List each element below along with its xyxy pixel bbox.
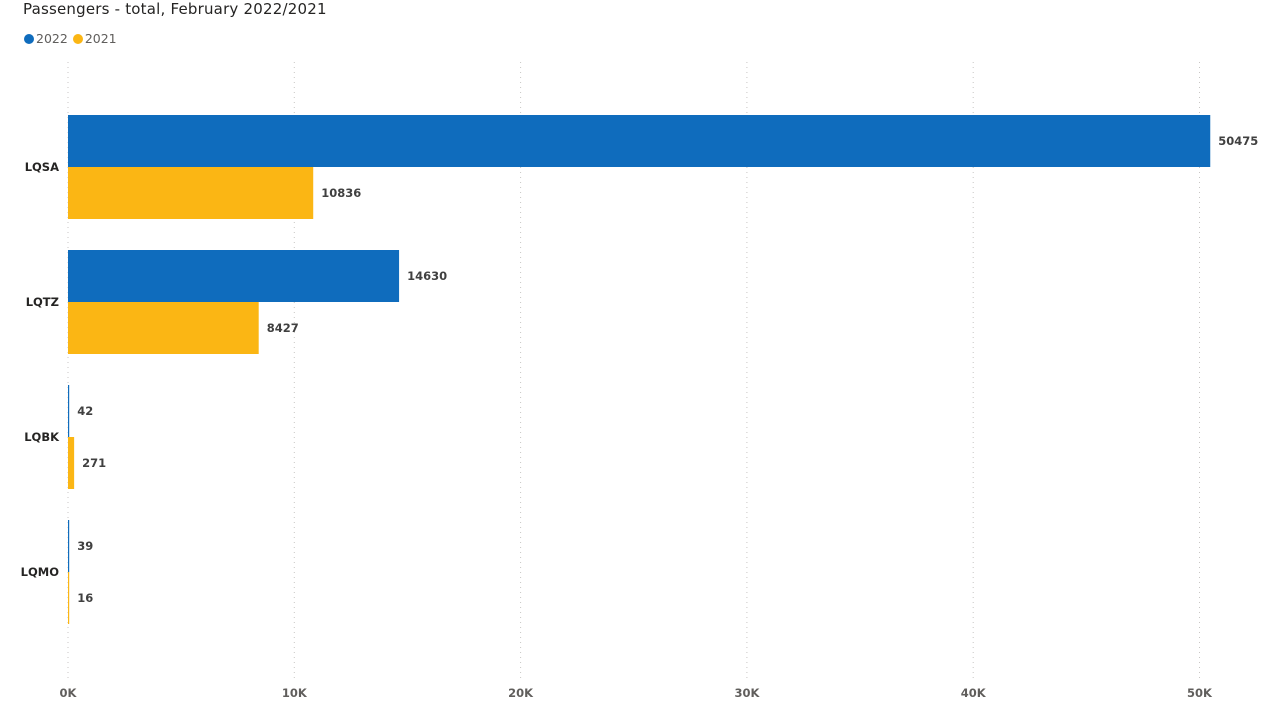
x-tick-label: 20K xyxy=(508,686,534,700)
data-label-lqmo-2021: 16 xyxy=(77,591,93,605)
bar-lqbk-2021[interactable] xyxy=(68,437,75,489)
bar-lqmo-2022[interactable] xyxy=(68,520,70,572)
legend-item-2022[interactable]: 2022 xyxy=(24,31,68,46)
x-tick-label: 40K xyxy=(961,686,987,700)
x-tick-label: 30K xyxy=(734,686,760,700)
chart-title: Passengers - total, February 2022/2021 xyxy=(23,0,327,18)
bar-lqtz-2021[interactable] xyxy=(68,302,259,354)
x-tick-label: 0K xyxy=(60,686,78,700)
bar-lqsa-2021[interactable] xyxy=(68,167,314,219)
data-label-lqtz-2021: 8427 xyxy=(267,321,299,335)
bar-lqbk-2022[interactable] xyxy=(68,385,70,437)
category-label-lqtz: LQTZ xyxy=(26,295,59,309)
data-label-lqsa-2021: 10836 xyxy=(321,186,361,200)
category-label-lqbk: LQBK xyxy=(24,430,60,444)
data-label-lqmo-2022: 39 xyxy=(77,539,93,553)
data-label-lqtz-2022: 14630 xyxy=(407,269,447,283)
category-label-lqsa: LQSA xyxy=(25,160,59,174)
legend-marker-2022 xyxy=(24,33,34,44)
legend-marker-2021 xyxy=(72,33,83,44)
bar-lqtz-2022[interactable] xyxy=(68,250,400,302)
data-label-lqbk-2021: 271 xyxy=(82,456,106,470)
legend-label-2021: 2021 xyxy=(84,31,117,46)
x-tick-label: 50K xyxy=(1187,686,1213,700)
data-label-lqsa-2022: 50475 xyxy=(1218,134,1258,148)
legend[interactable]: 2022 2021 xyxy=(24,31,122,46)
bar-lqmo-2021[interactable] xyxy=(68,572,70,624)
x-tick-label: 10K xyxy=(282,686,308,700)
data-label-lqbk-2022: 42 xyxy=(77,404,93,418)
legend-item-2021[interactable]: 2021 xyxy=(72,31,117,46)
bar-lqsa-2022[interactable] xyxy=(68,115,1211,167)
legend-label-2022: 2022 xyxy=(36,31,68,46)
category-label-lqmo: LQMO xyxy=(21,565,60,579)
